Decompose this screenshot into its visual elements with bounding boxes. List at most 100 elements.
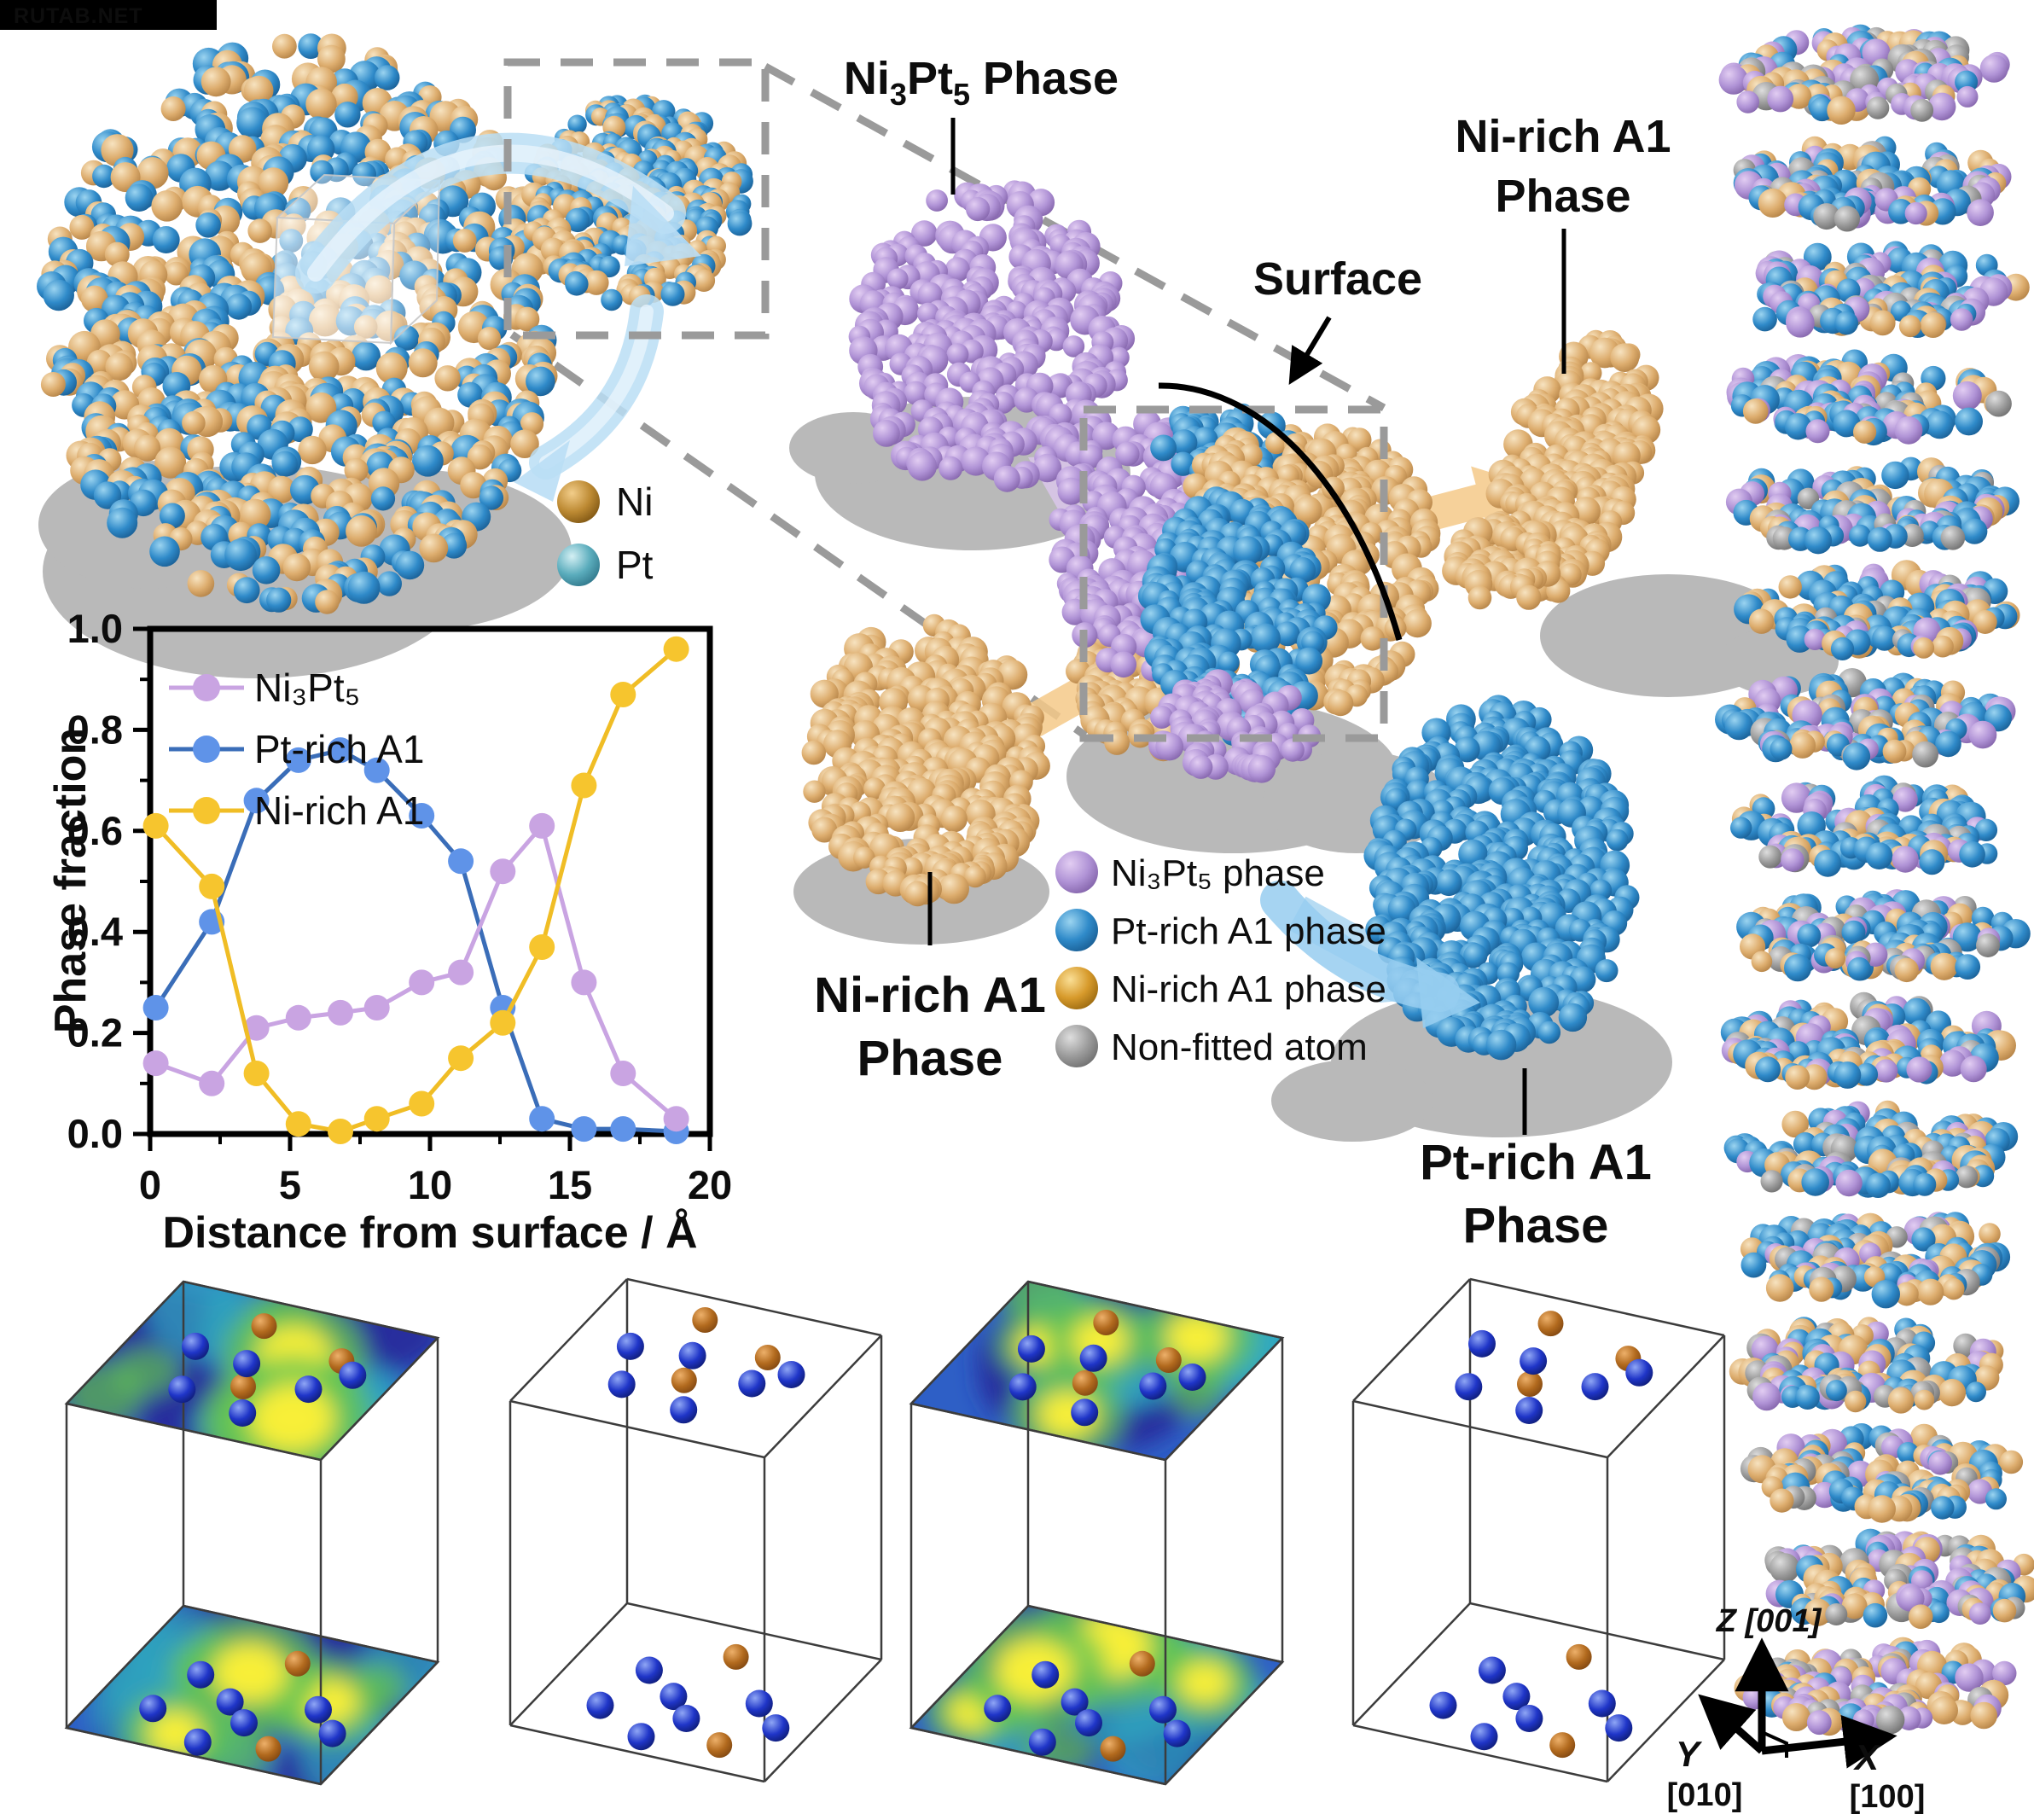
ni-site-atom — [1155, 1347, 1182, 1373]
ni-rich-top-title-1: Ni-rich A1 — [1455, 111, 1671, 162]
series-point — [610, 682, 636, 707]
pt-site-atom — [1061, 1688, 1089, 1716]
ni-rich-bottom-title-1: Ni-rich A1 — [814, 968, 1046, 1023]
chart-legend-label-pt-rich: Pt-rich A1 — [254, 727, 424, 771]
ni-site-atom — [284, 1650, 311, 1677]
pt-site-atom — [187, 1660, 215, 1689]
ni3pt5-phase-title: Ni3Pt5 Phase — [844, 53, 1119, 112]
series-point — [571, 969, 597, 996]
series-point — [243, 1061, 270, 1086]
series-point — [448, 848, 474, 875]
layer-slice — [1729, 1317, 2004, 1414]
layer-slice-rim — [1760, 511, 1988, 555]
ni-site-atom — [754, 1345, 781, 1370]
ni-site-atom — [723, 1643, 749, 1670]
series-point — [571, 772, 597, 799]
layer-slice-atoms — [1764, 1528, 2034, 1623]
pt-site-atom — [183, 1728, 212, 1756]
layer-slice — [1720, 991, 2016, 1090]
pt-site-atom — [738, 1369, 766, 1398]
ni3pt5-phase-icon — [1055, 851, 1098, 893]
series-point — [328, 999, 353, 1026]
layer-slice-rim — [1758, 724, 1961, 770]
layer-slice-rim — [1751, 940, 1981, 983]
layer-slice — [1734, 1637, 2017, 1736]
ni-site-atom — [1093, 1310, 1119, 1335]
pt-rich-phase-icon — [1055, 909, 1098, 951]
layer-slice-rim — [1773, 400, 1984, 446]
layer-slice — [1730, 775, 1998, 877]
legend-marker-dot — [193, 736, 220, 763]
ni-site-atom — [251, 1313, 277, 1340]
ni-rich-phase-icon — [1055, 967, 1098, 1009]
series-point — [610, 1061, 636, 1086]
pt-atom-icon — [557, 544, 600, 586]
pt-site-atom — [1032, 1660, 1060, 1689]
series-point — [142, 995, 169, 1020]
series-point — [142, 812, 169, 839]
ni-site-atom — [1566, 1643, 1592, 1670]
series-point — [490, 858, 516, 885]
phase-legend-label: Ni-rich A1 phase — [1111, 968, 1386, 1010]
x-axis-arrow — [1761, 1714, 1897, 1769]
y-tick-label: 0.6 — [67, 808, 123, 853]
pt-site-atom — [762, 1714, 790, 1742]
layer-slice-rim — [1784, 186, 1994, 232]
series-point — [363, 995, 390, 1020]
legend-marker-dot — [193, 674, 220, 701]
pt-site-atom — [1478, 1656, 1506, 1684]
unit-cell-atoms-1 — [508, 1277, 883, 1783]
atom-legend: Ni Pt — [557, 480, 654, 587]
projection-line-top — [763, 63, 1386, 411]
x-tick-label: 5 — [279, 1162, 301, 1207]
series-point — [490, 1009, 516, 1036]
series-point — [243, 788, 270, 814]
ni-site-atom — [706, 1732, 733, 1759]
large-nanoparticle — [37, 33, 558, 614]
chart-legend-label-ni-rich: Ni-rich A1 — [254, 788, 424, 833]
z-axis-label: Z [001] — [1716, 1603, 1822, 1639]
pt-site-atom — [168, 1375, 196, 1404]
layer-slice — [1736, 889, 2031, 983]
ni-site-atom — [1129, 1650, 1155, 1677]
pt-site-atom — [1163, 1719, 1191, 1747]
pt-site-atom — [777, 1361, 805, 1388]
layer-slices-column — [1715, 24, 2034, 1736]
series-point — [142, 1050, 169, 1077]
ni-rich-cluster-bottom — [801, 613, 1050, 907]
pt-site-atom — [616, 1332, 644, 1360]
layer-slice — [1725, 456, 2019, 555]
pt-site-atom — [1017, 1334, 1045, 1363]
pt-site-atom — [318, 1719, 346, 1747]
ni-site-atom — [1517, 1371, 1543, 1397]
series-point — [663, 1106, 689, 1132]
dashed-zoom-box — [503, 58, 770, 340]
pt-site-atom — [1470, 1723, 1498, 1751]
layer-slice — [1726, 349, 2012, 446]
ni-site-atom — [230, 1374, 256, 1399]
pt-site-atom — [607, 1370, 636, 1398]
ni3pt5-cluster — [848, 180, 1136, 492]
phase-fraction-chart: 0.0 0.2 0.4 0.6 0.8 1.0 0 5 10 15 20 Phase fractio… — [46, 606, 732, 1258]
chart-y-axis-title: Phase fraction — [46, 728, 96, 1033]
pt-site-atom — [1079, 1344, 1107, 1372]
pt-site-atom — [1028, 1728, 1056, 1756]
layer-slice — [1718, 24, 2010, 125]
layer-slice-rim — [1736, 82, 1979, 125]
pt-site-atom — [1468, 1329, 1496, 1358]
series-point — [285, 1004, 311, 1031]
layer-slice-rim — [1786, 617, 1973, 661]
pt-site-atom — [1178, 1364, 1206, 1391]
phase-legend-label: Pt-rich A1 phase — [1111, 910, 1386, 952]
ni-atom-icon — [557, 480, 600, 523]
y-tick-label: 0.4 — [67, 909, 123, 954]
pt-rich-title-1: Pt-rich A1 — [1420, 1135, 1652, 1190]
ni-site-atom — [1072, 1369, 1098, 1396]
ni-site-atom — [1549, 1732, 1576, 1759]
phase-legend: Ni₃Pt₅ phase Pt-rich A1 phase Ni-rich A1… — [1055, 851, 1386, 1068]
pt-site-atom — [1429, 1691, 1457, 1719]
series-point — [409, 1090, 435, 1117]
ni-rich-top-title-2: Phase — [1495, 171, 1630, 222]
surface-curve — [1158, 382, 1403, 641]
pt-site-atom — [230, 1709, 258, 1737]
